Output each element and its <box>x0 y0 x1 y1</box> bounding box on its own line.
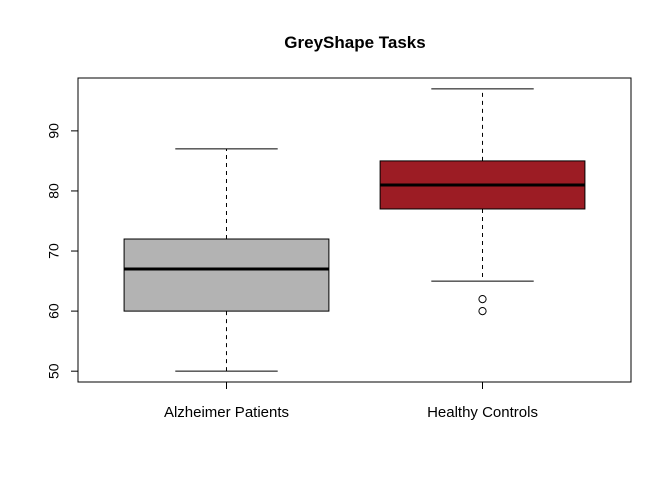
y-tick-label: 90 <box>46 123 62 139</box>
box-group <box>123 148 330 372</box>
x-category-label: Alzheimer Patients <box>164 404 289 421</box>
boxes <box>123 88 586 372</box>
y-axis: 50 60 70 80 90 <box>46 123 79 379</box>
x-axis: Alzheimer Patients Healthy Controls <box>164 382 538 421</box>
iqr-box <box>123 238 330 312</box>
outlier-point <box>478 307 487 316</box>
outlier-point <box>478 294 487 304</box>
y-tick-label: 50 <box>46 363 62 379</box>
chart-title: GreyShape Tasks <box>284 33 425 52</box>
x-category-label: Healthy Controls <box>427 404 538 421</box>
plot-frame <box>77 77 632 383</box>
y-tick-label: 80 <box>46 183 62 199</box>
box-group <box>379 88 586 316</box>
y-tick-label: 70 <box>46 243 62 259</box>
y-tick-label: 60 <box>46 303 62 319</box>
